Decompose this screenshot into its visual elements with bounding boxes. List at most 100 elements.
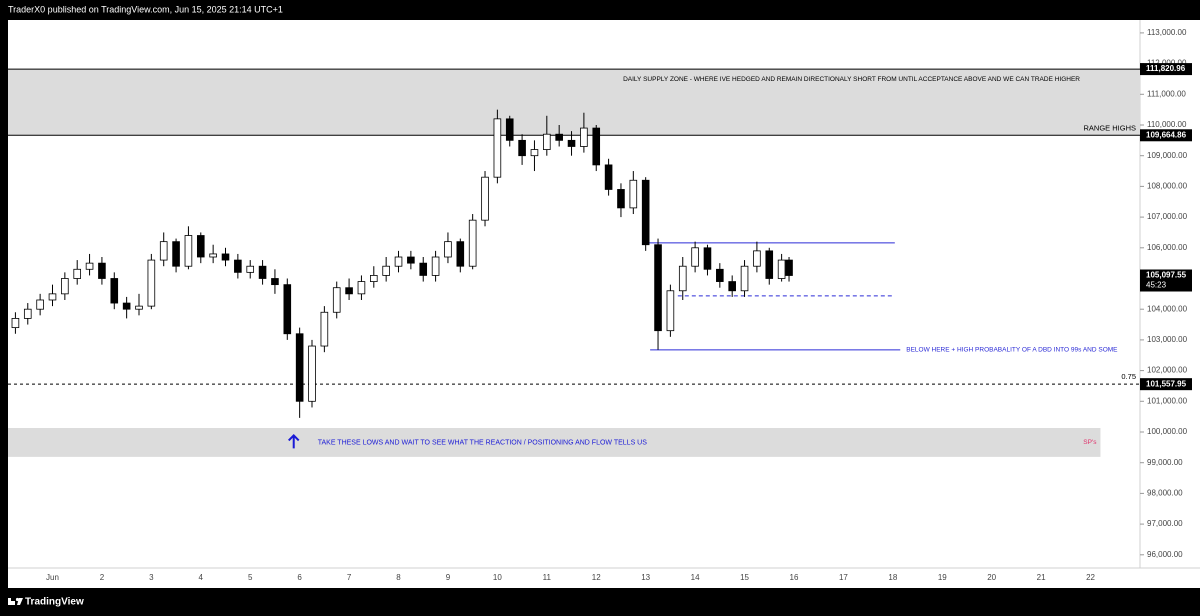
ray-label: BELOW HERE + HIGH PROBABALITY OF A DBD I… [906,347,1118,354]
y-tick-label: 110,000.00 [1147,120,1187,129]
candle-body [258,265,267,279]
x-tick-label: Jun [46,573,59,582]
candle-body [320,311,329,347]
x-tick-label: 19 [938,573,947,582]
candle-body [221,253,230,261]
candle-body [159,241,168,261]
candle-body [394,256,403,267]
brand-logo [8,597,23,605]
candle-body [308,345,316,402]
candle-body [629,179,638,209]
x-tick-label: 21 [1037,573,1046,582]
candle-body [654,244,662,332]
x-tick-label: 10 [493,573,502,582]
candle-body [505,118,514,141]
candle-body [110,278,119,304]
candle-body [283,284,292,335]
candle-body [85,262,94,270]
x-tick-label: 4 [199,573,204,582]
level-note: 0.75 [1121,372,1136,381]
price-badge-label: 109,664.86 [1146,130,1187,139]
y-tick-label: 108,000.00 [1147,182,1188,191]
candle-body [295,333,304,402]
candle-body [48,293,57,301]
y-tick-label: 103,000.00 [1147,335,1188,344]
x-tick-label: 7 [347,573,352,582]
level-note: RANGE HIGHS [1083,123,1136,132]
candle-body [172,241,180,267]
candle-body [444,241,452,258]
y-tick-label: 99,000.00 [1147,458,1183,467]
candle-body [147,259,156,307]
candle-body [641,179,650,246]
last-price-label: 105,097.55 [1146,271,1187,280]
y-tick-label: 96,000.00 [1147,550,1183,559]
candle-body [23,308,32,319]
candle-body [184,235,193,267]
x-tick-label: 17 [839,573,848,582]
y-tick-label: 104,000.00 [1147,304,1188,313]
arrow [288,434,300,449]
candle-body [11,318,20,329]
price-badge-label: 101,557.95 [1146,379,1187,388]
candle-body [567,139,576,147]
x-tick-label: 11 [543,573,552,582]
candle-body [604,164,613,190]
y-tick-label: 98,000.00 [1147,489,1183,498]
candle-body [407,256,415,264]
candle-body [332,287,341,313]
y-tick-label: 109,000.00 [1147,151,1188,160]
candle-body [765,250,774,279]
y-tick-label: 111,000.00 [1147,89,1186,98]
candle-body [543,133,551,150]
x-tick-label: 15 [740,573,749,582]
candle-body [246,265,255,273]
x-tick-label: 2 [100,573,105,582]
y-tick-label: 106,000.00 [1147,243,1188,252]
zone [8,69,1140,136]
candle-body [691,247,699,267]
candle-body [580,127,588,147]
candle-body [785,259,793,276]
candle-body [678,265,687,292]
candle-body [530,149,539,157]
candle-body [271,278,279,286]
candle-body [209,253,217,258]
zone-note: SP's [1083,439,1097,446]
candle-body [122,302,131,310]
candle-body [36,299,44,310]
zone-label: TAKE THESE LOWS AND WAIT TO SEE WHAT THE… [318,439,648,446]
candle-body [196,235,205,258]
y-tick-label: 101,000.00 [1147,396,1188,405]
x-tick-label: 13 [641,573,650,582]
x-tick-label: 14 [691,573,700,582]
candle-body [493,118,502,178]
brand-text: TradingView [25,597,84,608]
zone-label: DAILY SUPPLY ZONE - WHERE IVE HEDGED AND… [623,76,1080,83]
x-tick-label: 20 [987,573,996,582]
x-tick-label: 3 [149,573,154,582]
candle-body [481,176,489,221]
candle-body [382,265,390,276]
candle-body [135,305,143,310]
candle-body [703,247,712,270]
candle-body [740,265,749,292]
x-tick-label: 12 [592,573,601,582]
x-tick-label: 6 [297,573,302,582]
countdown-label: 45:23 [1146,281,1167,290]
candle-body [518,139,526,157]
price-badge [1140,129,1192,142]
candle-body [555,133,563,141]
candle-body [716,268,724,282]
y-tick-label: 100,000.00 [1147,427,1188,436]
candle-body [98,262,106,279]
y-tick-label: 102,000.00 [1147,366,1188,375]
candle-body [431,256,440,276]
candle-body [456,241,465,267]
x-tick-label: 5 [248,573,253,582]
price-badge [1140,63,1192,76]
x-tick-label: 16 [790,573,799,582]
price-badge [1140,378,1192,391]
candle-body [73,268,82,279]
